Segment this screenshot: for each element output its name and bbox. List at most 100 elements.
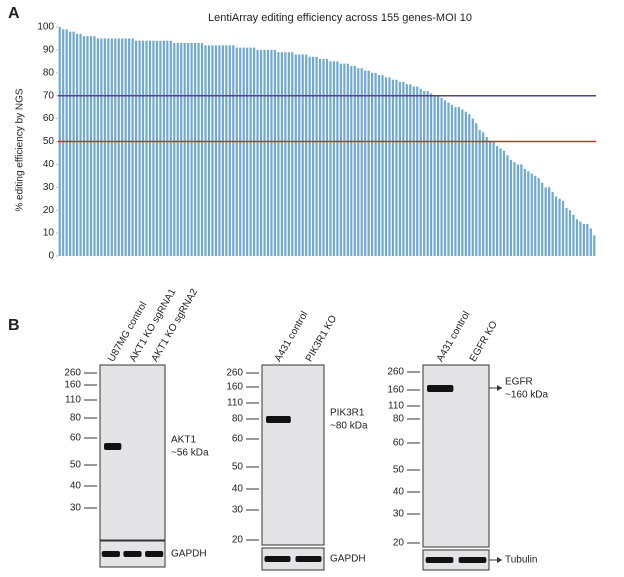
blot bbox=[99, 364, 166, 541]
bar bbox=[322, 59, 325, 257]
target-band bbox=[266, 416, 291, 423]
bar bbox=[183, 43, 186, 256]
marker-label: 30 bbox=[70, 503, 82, 514]
lane-label: PIK3R1 KO bbox=[304, 313, 339, 363]
bar bbox=[336, 61, 339, 256]
bar bbox=[214, 45, 218, 256]
marker-label: 20 bbox=[393, 538, 405, 549]
bar bbox=[291, 52, 294, 256]
y-tick-label: 100 bbox=[37, 22, 54, 33]
bar bbox=[565, 207, 568, 256]
y-tick-label: 10 bbox=[43, 228, 55, 239]
bar bbox=[145, 40, 148, 256]
bar bbox=[374, 72, 377, 256]
bar bbox=[489, 141, 492, 256]
bar bbox=[239, 47, 242, 256]
bar bbox=[259, 49, 263, 257]
loading-band bbox=[264, 556, 291, 562]
bar bbox=[464, 111, 467, 256]
bar bbox=[423, 91, 426, 257]
panel-label: B bbox=[8, 317, 20, 334]
bar bbox=[541, 182, 544, 256]
bar bbox=[107, 38, 110, 257]
bar bbox=[409, 84, 412, 256]
marker-label: 20 bbox=[232, 535, 244, 546]
marker-label: 30 bbox=[393, 509, 405, 520]
bar bbox=[513, 162, 516, 256]
bar bbox=[509, 159, 513, 256]
bar bbox=[568, 210, 572, 256]
loading-label: Tubulin bbox=[505, 555, 537, 566]
bar bbox=[82, 36, 86, 256]
target-label: PIK3R1 bbox=[330, 408, 365, 419]
bar bbox=[433, 95, 436, 256]
bar bbox=[169, 40, 172, 256]
bar bbox=[471, 118, 474, 256]
bar bbox=[381, 75, 384, 256]
bar bbox=[530, 173, 533, 256]
y-tick-label: 20 bbox=[43, 205, 55, 216]
loading-band bbox=[425, 557, 454, 563]
bar bbox=[353, 65, 356, 257]
bar bbox=[450, 104, 454, 256]
bar bbox=[461, 109, 464, 256]
bar bbox=[204, 45, 207, 256]
bar bbox=[537, 178, 540, 256]
target-label: EGFR bbox=[505, 377, 533, 388]
lane-label: EGFR KO bbox=[468, 319, 500, 364]
loading-band bbox=[101, 551, 120, 557]
bar bbox=[548, 187, 551, 256]
bar bbox=[371, 72, 374, 256]
bar bbox=[579, 221, 582, 256]
bar bbox=[482, 132, 485, 256]
bar bbox=[443, 100, 447, 256]
bar bbox=[294, 54, 297, 257]
bar bbox=[561, 201, 565, 256]
bar bbox=[430, 93, 433, 256]
bar bbox=[124, 38, 127, 257]
marker-label: 50 bbox=[232, 462, 244, 473]
bar bbox=[475, 123, 478, 257]
marker-label: 160 bbox=[226, 382, 243, 393]
bar bbox=[534, 175, 537, 256]
y-tick-label: 70 bbox=[43, 90, 55, 101]
loading-blot bbox=[261, 547, 325, 571]
bar bbox=[266, 49, 270, 257]
bar bbox=[485, 136, 488, 256]
marker-label: 60 bbox=[232, 434, 244, 445]
bar bbox=[558, 198, 561, 256]
bar bbox=[329, 61, 332, 256]
bar bbox=[270, 49, 273, 257]
bar bbox=[197, 43, 200, 256]
bar bbox=[402, 81, 405, 257]
bar bbox=[79, 33, 82, 257]
marker-label: 260 bbox=[387, 367, 404, 378]
bar bbox=[305, 54, 308, 257]
target-band bbox=[104, 443, 122, 450]
bar bbox=[207, 45, 211, 256]
blot bbox=[261, 364, 325, 546]
bar bbox=[419, 88, 422, 256]
target-band bbox=[427, 385, 454, 392]
bar bbox=[187, 43, 190, 256]
y-tick-label: 50 bbox=[43, 136, 55, 147]
bar bbox=[506, 155, 509, 256]
bar bbox=[554, 196, 558, 256]
y-axis-label: % editing efficiency by NGS bbox=[15, 88, 26, 212]
bar bbox=[190, 43, 193, 256]
bar bbox=[495, 146, 499, 256]
bar bbox=[155, 40, 159, 256]
bar bbox=[298, 54, 301, 257]
y-tick-label: 40 bbox=[43, 159, 55, 170]
y-tick-label: 30 bbox=[43, 182, 55, 193]
bar bbox=[332, 61, 336, 256]
bar bbox=[121, 38, 124, 257]
bar bbox=[457, 107, 461, 257]
bar bbox=[96, 38, 100, 257]
bar bbox=[69, 31, 72, 256]
bar bbox=[318, 59, 322, 257]
bar bbox=[593, 235, 596, 256]
chart-title: LentiArray editing efficiency across 155… bbox=[208, 12, 472, 24]
bar bbox=[249, 47, 252, 256]
bar bbox=[128, 38, 131, 257]
